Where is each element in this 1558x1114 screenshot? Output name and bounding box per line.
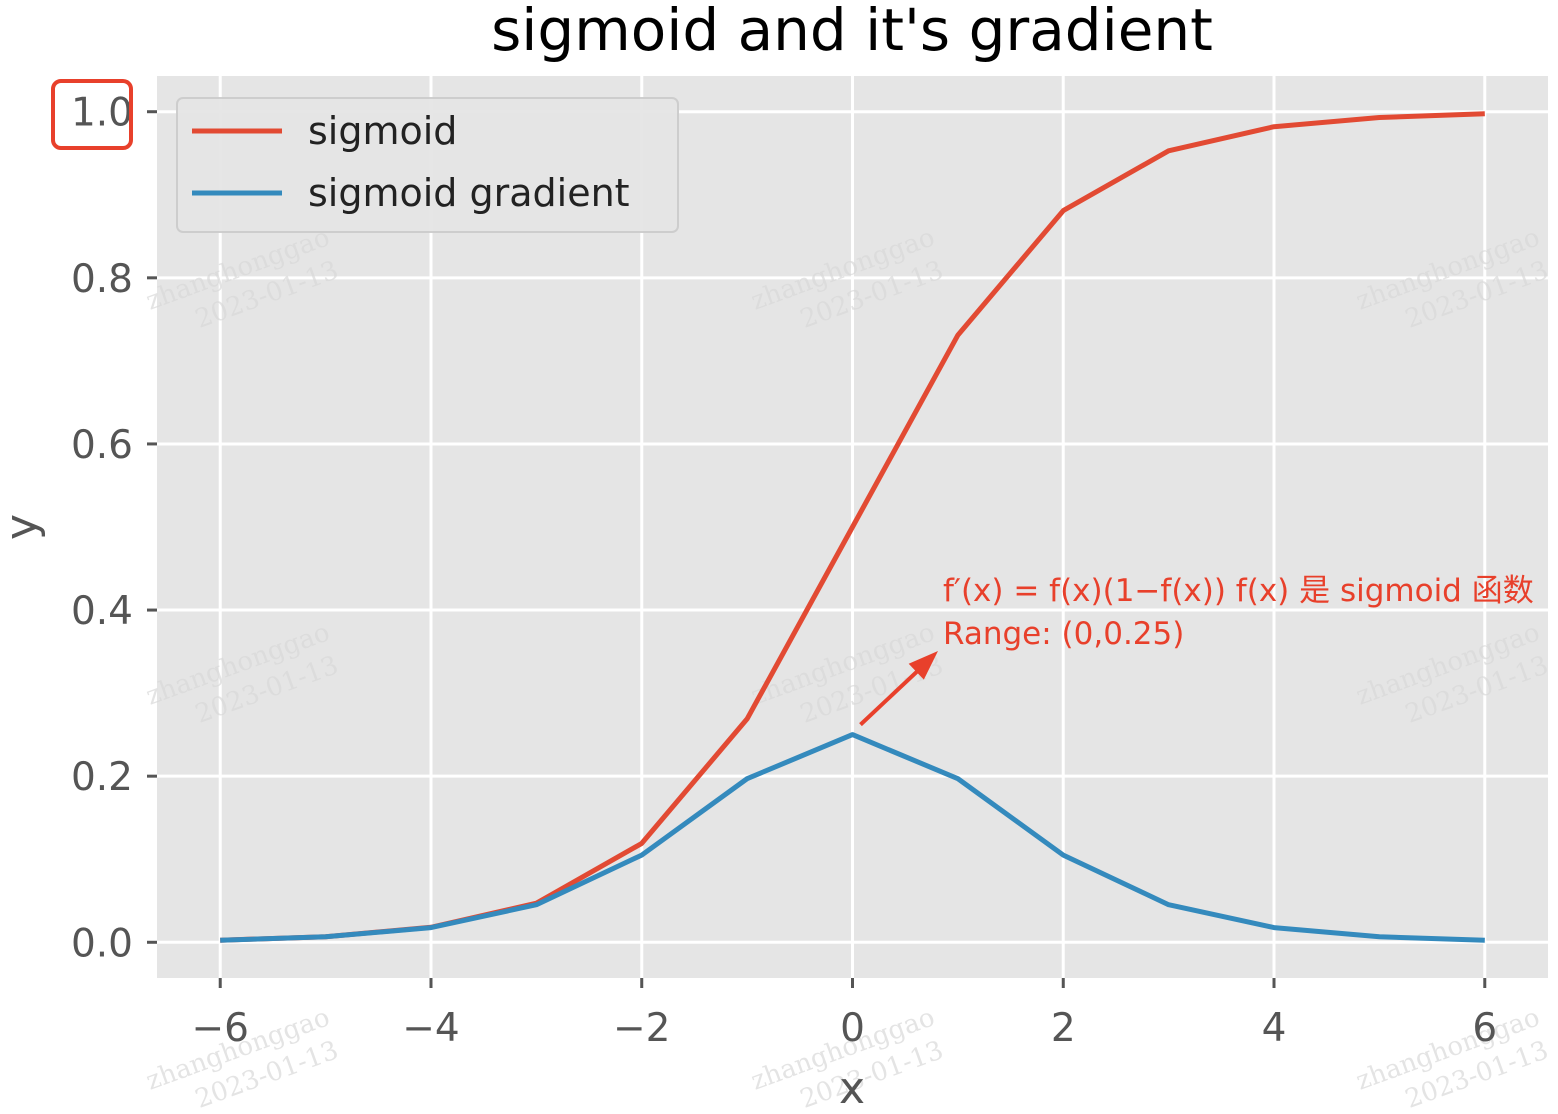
legend-box [176,97,679,233]
annotation-arrow-shaft [859,663,926,727]
annotation-arrow-head [908,651,938,680]
ticks: −6 −4 −2 0 2 4 6 0.0 0.2 0.4 0.6 0.8 1.0 [71,91,1497,1051]
y-tick-label: 0.4 [71,589,133,634]
x-tick-label: 2 [1051,1006,1076,1051]
y-tick-label: 0.6 [71,423,133,468]
series-lines [220,111,1485,943]
tick-highlight-box [51,79,133,150]
x-tick-label: 4 [1262,1006,1287,1051]
annotation-formula: f′(x) = f(x)(1−f(x)) f(x) 是 sigmoid 函数 [943,573,1534,609]
y-tick-label: 1.0 [71,91,133,136]
legend-label: sigmoid gradient [308,171,630,215]
y-tick-label: 0.8 [71,257,133,302]
chart-title: sigmoid and it's gradient [491,0,1213,64]
x-tick-label: −6 [191,1006,249,1051]
y-axis-label: y [0,514,47,540]
x-tick-label: 0 [840,1006,865,1051]
annotation: f′(x) = f(x)(1−f(x)) f(x) 是 sigmoid 函数 Ra… [859,573,1534,727]
x-tick-label: −4 [402,1006,460,1051]
x-tick-label: 6 [1472,1006,1497,1051]
legend-label: sigmoid [308,109,457,153]
x-tick-label: −2 [613,1006,671,1051]
annotation-range: Range: (0,0.25) [943,616,1184,652]
x-axis-label: x [839,1063,865,1114]
legend: sigmoid sigmoid gradient [176,97,679,233]
series-line-sigmoid-gradient [220,732,1485,943]
y-tick-label: 0.0 [71,921,133,966]
y-tick-label: 0.2 [71,755,133,800]
